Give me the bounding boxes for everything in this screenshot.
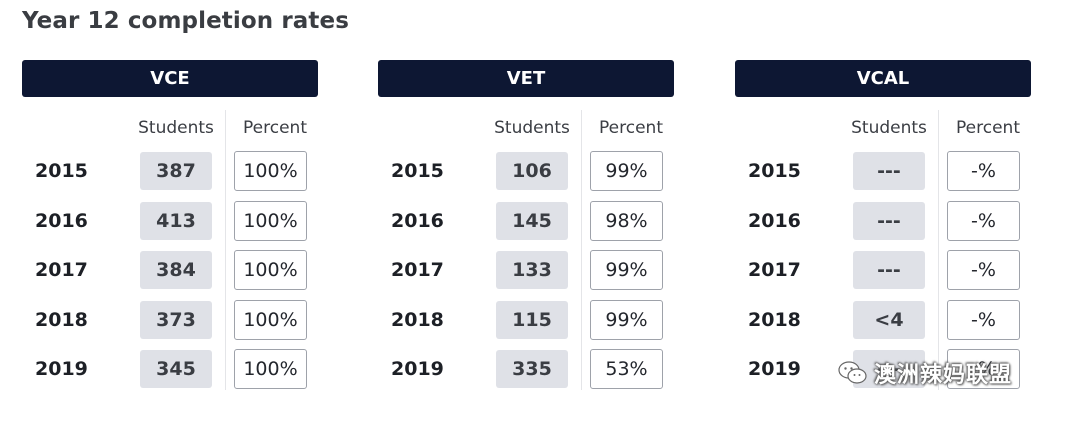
year-label: 2015 xyxy=(35,160,88,182)
students-value: --- xyxy=(853,152,925,190)
panel-header-vet: VET xyxy=(378,60,674,97)
column-divider xyxy=(225,110,226,390)
column-header-percent: Percent xyxy=(243,118,307,138)
percent-value: 98% xyxy=(590,201,663,241)
percent-value: -% xyxy=(947,300,1020,340)
column-header-students: Students xyxy=(138,118,214,138)
table-row: 2017 133 99% xyxy=(378,250,674,290)
students-value: <4 xyxy=(853,301,925,339)
year-label: 2018 xyxy=(35,309,88,331)
percent-value: 100% xyxy=(234,349,307,389)
percent-value: -% xyxy=(947,151,1020,191)
panel-header-vcal: VCAL xyxy=(735,60,1031,97)
students-value: 133 xyxy=(496,251,568,289)
year-label: 2018 xyxy=(391,309,444,331)
students-value: 106 xyxy=(496,152,568,190)
table-row: 2015 --- -% xyxy=(735,151,1031,191)
percent-value: 100% xyxy=(234,300,307,340)
students-value: 387 xyxy=(140,152,212,190)
year-label: 2019 xyxy=(748,358,801,380)
year-label: 2017 xyxy=(35,259,88,281)
students-value: --- xyxy=(853,251,925,289)
table-row: 2019 --- -% xyxy=(735,349,1031,389)
table-row: 2015 106 99% xyxy=(378,151,674,191)
table-row: 2018 115 99% xyxy=(378,300,674,340)
students-value: 335 xyxy=(496,350,568,388)
column-header-students: Students xyxy=(851,118,927,138)
table-row: 2018 <4 -% xyxy=(735,300,1031,340)
table-row: 2016 145 98% xyxy=(378,201,674,241)
column-divider xyxy=(581,110,582,390)
students-value: 373 xyxy=(140,301,212,339)
year-label: 2016 xyxy=(391,210,444,232)
percent-value: -% xyxy=(947,250,1020,290)
column-header-percent: Percent xyxy=(599,118,663,138)
students-value: 413 xyxy=(140,202,212,240)
year-label: 2018 xyxy=(748,309,801,331)
table-row: 2019 335 53% xyxy=(378,349,674,389)
year-label: 2015 xyxy=(391,160,444,182)
table-row: 2016 --- -% xyxy=(735,201,1031,241)
page-title: Year 12 completion rates xyxy=(22,8,349,34)
students-value: --- xyxy=(853,202,925,240)
year-label: 2019 xyxy=(35,358,88,380)
percent-value: 53% xyxy=(590,349,663,389)
year-label: 2016 xyxy=(748,210,801,232)
table-row: 2016 413 100% xyxy=(22,201,318,241)
percent-value: -% xyxy=(947,201,1020,241)
students-value: --- xyxy=(853,350,925,388)
percent-value: 99% xyxy=(590,151,663,191)
panel-header-vce: VCE xyxy=(22,60,318,97)
column-header-percent: Percent xyxy=(956,118,1020,138)
table-row: 2018 373 100% xyxy=(22,300,318,340)
students-value: 384 xyxy=(140,251,212,289)
column-header-students: Students xyxy=(494,118,570,138)
year-label: 2016 xyxy=(35,210,88,232)
year-label: 2019 xyxy=(391,358,444,380)
percent-value: 99% xyxy=(590,250,663,290)
year-label: 2017 xyxy=(391,259,444,281)
percent-value: 100% xyxy=(234,201,307,241)
panel-vet: VET Students Percent 2015 106 99% 2016 1… xyxy=(378,60,674,400)
year-label: 2015 xyxy=(748,160,801,182)
students-value: 345 xyxy=(140,350,212,388)
students-value: 145 xyxy=(496,202,568,240)
percent-value: 100% xyxy=(234,250,307,290)
percent-value: 99% xyxy=(590,300,663,340)
percent-value: 100% xyxy=(234,151,307,191)
table-row: 2017 --- -% xyxy=(735,250,1031,290)
panel-vcal: VCAL Students Percent 2015 --- -% 2016 -… xyxy=(735,60,1031,400)
panel-vce: VCE Students Percent 2015 387 100% 2016 … xyxy=(22,60,318,400)
table-row: 2015 387 100% xyxy=(22,151,318,191)
students-value: 115 xyxy=(496,301,568,339)
percent-value: -% xyxy=(947,349,1020,389)
year-label: 2017 xyxy=(748,259,801,281)
column-divider xyxy=(938,110,939,390)
table-row: 2019 345 100% xyxy=(22,349,318,389)
table-row: 2017 384 100% xyxy=(22,250,318,290)
